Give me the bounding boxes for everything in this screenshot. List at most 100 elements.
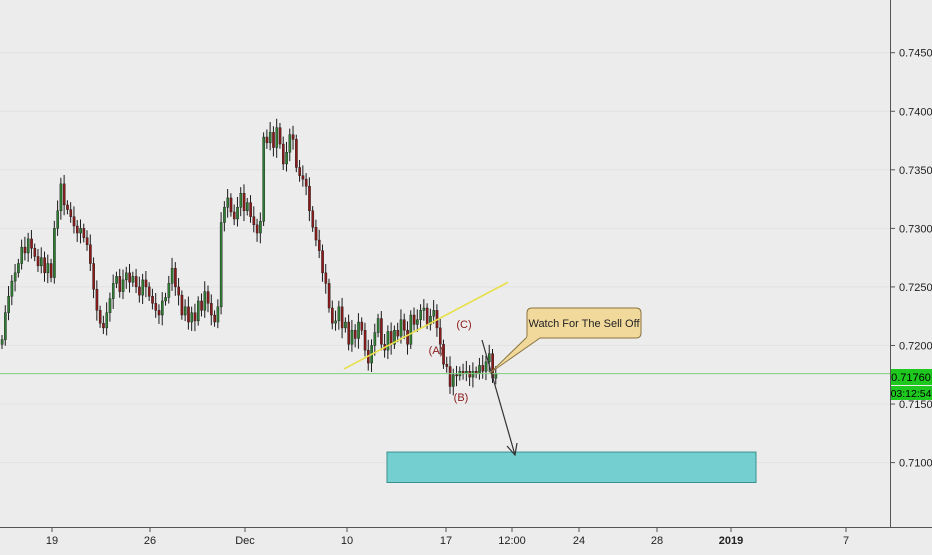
candle-body [141,279,145,296]
target-zone[interactable] [386,451,757,483]
candle-body [317,239,321,251]
candle-body [213,314,216,323]
plot-background [0,0,890,527]
candle-body [144,279,148,288]
candle-body [252,216,256,226]
candle-body [98,310,102,324]
candle-body [203,291,207,311]
candle-body [442,344,445,365]
candle-body [66,204,69,210]
candle-body [285,152,288,165]
candle-body [138,286,141,296]
candle-body [399,319,403,337]
arrow-line[interactable] [481,339,516,456]
candle-body [174,267,177,288]
candle-body [69,209,73,217]
candle-body [102,323,105,329]
wave-label-a: (A) [429,345,444,357]
x-axis-ticks: 19 26 Dec 10 17 12:00 24 28 2019 7 [46,527,849,547]
candle-body [76,225,79,234]
candle-body [422,307,426,311]
candle-body [448,366,452,387]
candle-body [471,371,475,378]
candle-body [337,306,341,322]
candle-body [40,257,43,267]
candle-body [373,332,377,346]
callout-text: Watch For The Sell Off [528,318,640,330]
x-tick-label: 10 [341,535,353,547]
candle-body [134,276,138,288]
candle-body [56,210,59,229]
candle-body [275,127,279,148]
candle-body [488,353,491,363]
candle-body [327,283,331,309]
candle-body [403,319,406,331]
candle-body [321,250,324,274]
candle-body [125,272,128,281]
candle-body [161,300,164,316]
candle-body [429,316,432,325]
trendline[interactable] [343,281,509,370]
candle-body [128,272,131,283]
candle-body [311,210,315,228]
candle-body [291,134,295,140]
candle-body [206,291,210,304]
candle-body [357,321,360,339]
candle-body [468,371,472,378]
candle-body [386,331,390,351]
candle-body [164,297,167,302]
candle-body [219,222,223,308]
candle-body [376,318,380,333]
x-tick-label: 2019 [719,535,743,547]
candle-body [288,134,292,153]
candle-body [259,221,262,234]
countdown-label: 03:12:54 [891,388,932,400]
candle-body [268,132,272,144]
candle-body [455,374,458,377]
x-tick-label: 28 [651,535,663,547]
price-label-box [891,369,932,385]
candle-body [216,306,220,323]
candle-body [236,207,239,220]
candle-body [7,296,10,313]
callout-bubble[interactable] [489,307,642,374]
candle-body [363,330,367,351]
wave-label-c: (C) [456,319,471,331]
candle-body [200,300,203,311]
price-label: 0.71760 [891,372,931,384]
candle-body [481,365,485,372]
candle-body [249,202,252,217]
candle-body [406,330,409,345]
x-tick-label: 26 [144,535,156,547]
candle-body [23,246,27,254]
candle-body [20,246,24,264]
candle-body [167,283,171,298]
candle-body [49,263,53,278]
candle-body [344,321,347,329]
candle-body [82,228,86,238]
candle-body [494,373,498,379]
candle-body [242,193,246,212]
candle-body [53,228,56,278]
candle-body [295,139,298,168]
candle-body [282,143,285,165]
candle-body [10,280,14,297]
candle-body [262,136,266,222]
candle-body [151,296,154,304]
candle-body [121,279,125,292]
candle-body [59,183,63,211]
candle-body [396,330,400,337]
candle-body [232,211,236,220]
candle-body [412,314,416,325]
candle-body [115,276,118,284]
candle-body [177,286,180,296]
candle-body [183,306,187,316]
